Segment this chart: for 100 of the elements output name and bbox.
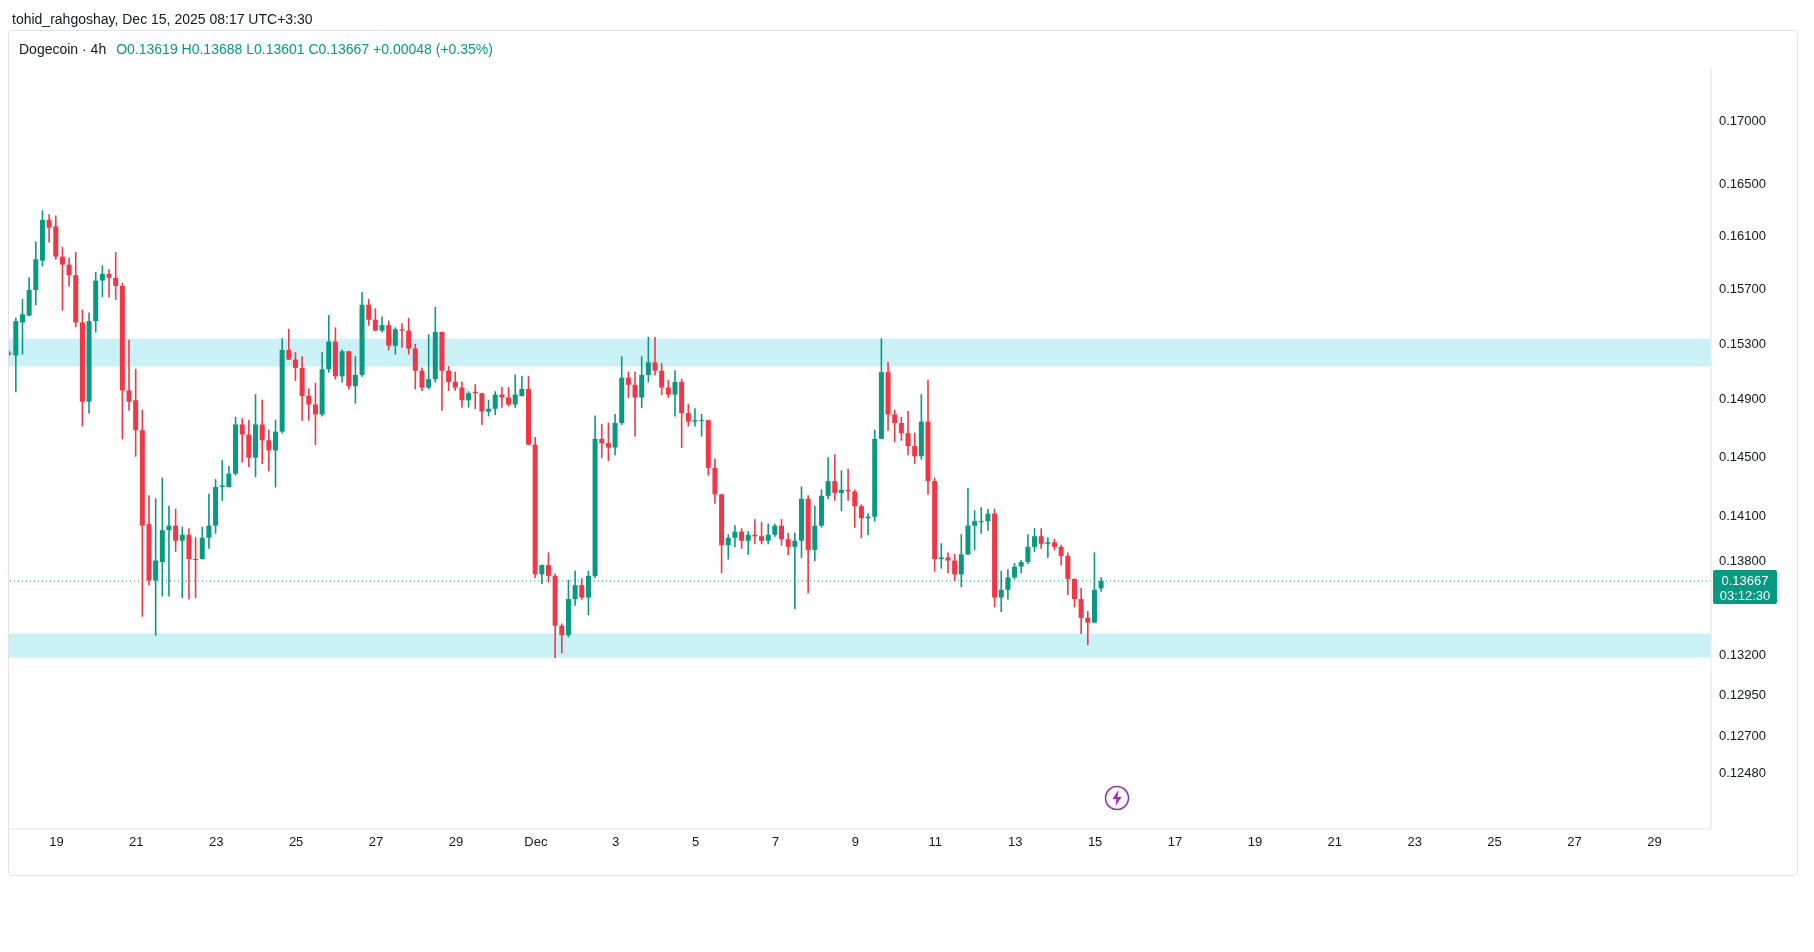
candlestick (605, 421, 611, 462)
candlestick (273, 418, 278, 489)
candlestick (173, 507, 179, 553)
candlestick (1025, 533, 1031, 565)
y-tick-label: 0.13800 (1719, 553, 1766, 569)
candlestick (1065, 551, 1071, 596)
candlestick (292, 351, 298, 382)
y-tick-label: 0.16500 (1719, 176, 1766, 192)
candlestick (978, 506, 984, 535)
chart-title: Dogecoin · 4h (19, 41, 107, 57)
candlestick (286, 327, 292, 361)
candlestick (19, 298, 25, 356)
candlestick (639, 355, 645, 409)
x-tick-label: 9 (851, 834, 860, 850)
y-tick-label: 0.14900 (1719, 391, 1766, 407)
candlestick (1071, 577, 1077, 609)
candlestick (266, 428, 272, 473)
candlestick (832, 453, 838, 502)
candlestick (399, 322, 405, 349)
candlestick (386, 319, 392, 352)
x-tick-label: 21 (129, 834, 144, 850)
candlestick (199, 525, 205, 561)
candlestick (506, 386, 512, 408)
candlestick (972, 509, 978, 552)
candlestick (59, 246, 65, 312)
candlestick (419, 366, 425, 392)
candlestick (492, 390, 498, 416)
candlestick (259, 398, 265, 465)
x-tick-label: 23 (209, 834, 224, 850)
candlestick (852, 488, 858, 529)
candlestick (426, 333, 432, 391)
y-tick-label: 0.12700 (1719, 728, 1766, 744)
candlestick (725, 533, 731, 561)
candlestick (479, 391, 485, 426)
candlestick (672, 369, 678, 418)
candlestick (239, 417, 245, 464)
candlestick (579, 577, 585, 601)
candlestick (739, 527, 745, 550)
candlestick (765, 522, 771, 546)
x-tick-label: 19 (49, 834, 64, 850)
candlestick (113, 251, 119, 301)
candlestick (106, 268, 112, 298)
candlestick (905, 410, 911, 457)
x-tick-label: 27 (368, 834, 384, 850)
candlestick (779, 518, 785, 547)
y-tick-label: 0.17000 (1719, 113, 1766, 129)
y-tick-label: 0.14500 (1719, 448, 1766, 464)
y-tick-label: 0.12950 (1719, 687, 1766, 703)
candlestick (206, 493, 212, 550)
candlestick (838, 469, 844, 513)
x-tick-label: 11 (928, 834, 943, 850)
x-tick-label: 17 (1167, 834, 1183, 850)
x-tick-label: 15 (1087, 834, 1103, 850)
candlestick (659, 362, 665, 396)
candlestick (1038, 527, 1044, 550)
y-tick-label: 0.12480 (1719, 765, 1766, 781)
x-tick-label: 29 (1647, 834, 1662, 850)
y-tick-label: 0.16100 (1719, 228, 1766, 244)
candlestick (559, 622, 565, 654)
x-tick-label: 21 (1327, 834, 1343, 850)
candlestick (1085, 610, 1091, 646)
candlestick (599, 423, 605, 459)
candlestick (545, 551, 551, 584)
text: tohid_rahgoshay, Dec 15, 2025 08:17 UTC+3:30 (11, 10, 314, 29)
x-tick-label: 29 (448, 834, 464, 850)
candlestick (1045, 536, 1051, 559)
x-tick-label: 13 (1007, 834, 1023, 850)
candlestick (406, 317, 412, 356)
x-tick-label: 3 (612, 834, 620, 850)
candlestick (692, 407, 698, 428)
x-tick-label: 5 (692, 834, 700, 850)
y-tick-label: 0.15700 (1719, 281, 1766, 297)
candlestick (759, 521, 765, 546)
x-tick-label: 19 (1247, 834, 1263, 850)
candlestick (898, 416, 904, 442)
candlestick (645, 336, 651, 384)
candlestick (446, 365, 452, 392)
candlestick (306, 387, 312, 422)
candlestick (352, 355, 358, 405)
x-tick-label: 25 (288, 834, 304, 850)
y-tick-label: 0.14100 (1719, 507, 1766, 523)
candlestick (892, 408, 898, 444)
candlestick (632, 370, 638, 438)
y-tick-label: 0.13200 (1719, 646, 1766, 662)
candlestick (1078, 586, 1084, 635)
x-tick-label: 7 (771, 834, 780, 850)
candlestick (99, 264, 105, 298)
candlestick (732, 524, 738, 549)
x-tick-label: 27 (1567, 834, 1582, 850)
candlestick (459, 380, 465, 409)
x-tick-label: 23 (1407, 834, 1422, 850)
candlestick (66, 256, 72, 288)
candlestick (452, 370, 458, 392)
candlestick (938, 542, 944, 570)
candlestick (685, 403, 691, 428)
candlestick (745, 530, 751, 556)
chart-subtitle: O0.13619 H0.13688 L0.13601 C0.13667 +0.00048 (+0.35%) (116, 41, 493, 57)
candlestick (366, 298, 372, 327)
text: 03:12:30 (1719, 587, 1771, 603)
candlestick (246, 418, 252, 468)
